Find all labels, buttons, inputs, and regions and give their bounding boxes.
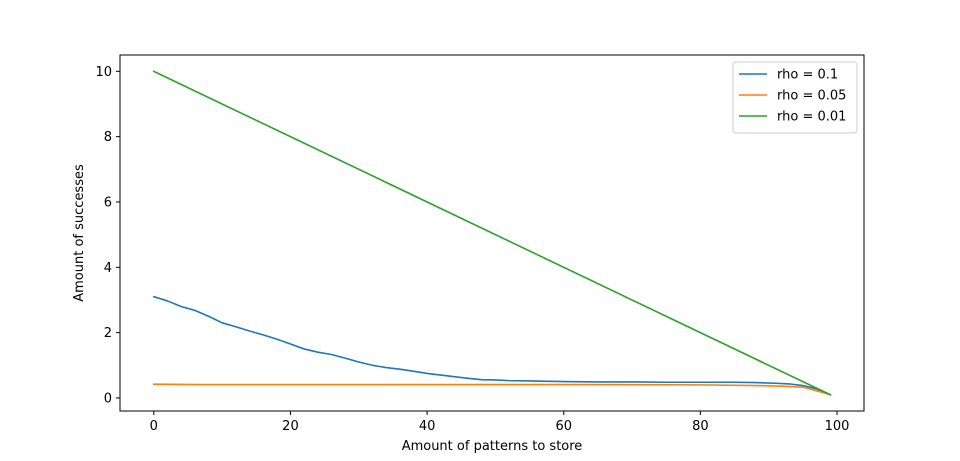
- x-tick-label: 60: [555, 419, 572, 434]
- x-tick-label: 40: [419, 419, 436, 434]
- x-tick-label: 0: [150, 419, 158, 434]
- legend-label-3: rho = 0.01: [777, 110, 846, 125]
- series-line-3: [152, 70, 832, 396]
- x-tick-label: 80: [692, 419, 709, 434]
- y-tick-label: 10: [95, 65, 112, 80]
- legend-label-1: rho = 0.1: [777, 68, 838, 83]
- x-tick-label: 100: [825, 419, 850, 434]
- y-tick-label: 6: [104, 195, 112, 210]
- y-tick-label: 4: [104, 261, 112, 276]
- plot-frame: [119, 54, 865, 412]
- series-layer: [152, 70, 832, 396]
- x-axis: 0 20 40 60 80 100: [150, 411, 850, 434]
- y-axis: 0 2 4 6 8 10: [95, 65, 120, 406]
- x-axis-label: Amount of patterns to store: [402, 439, 583, 454]
- y-tick-label: 2: [104, 326, 112, 341]
- y-tick-label: 0: [104, 391, 112, 406]
- y-tick-label: 8: [104, 130, 112, 145]
- y-axis-label: Amount of successes: [72, 164, 87, 302]
- legend: rho = 0.1 rho = 0.05 rho = 0.01: [732, 61, 858, 134]
- series-line-1: [152, 295, 832, 396]
- legend-label-2: rho = 0.05: [777, 89, 846, 104]
- x-tick-label: 20: [282, 419, 299, 434]
- series-line-2: [153, 383, 832, 396]
